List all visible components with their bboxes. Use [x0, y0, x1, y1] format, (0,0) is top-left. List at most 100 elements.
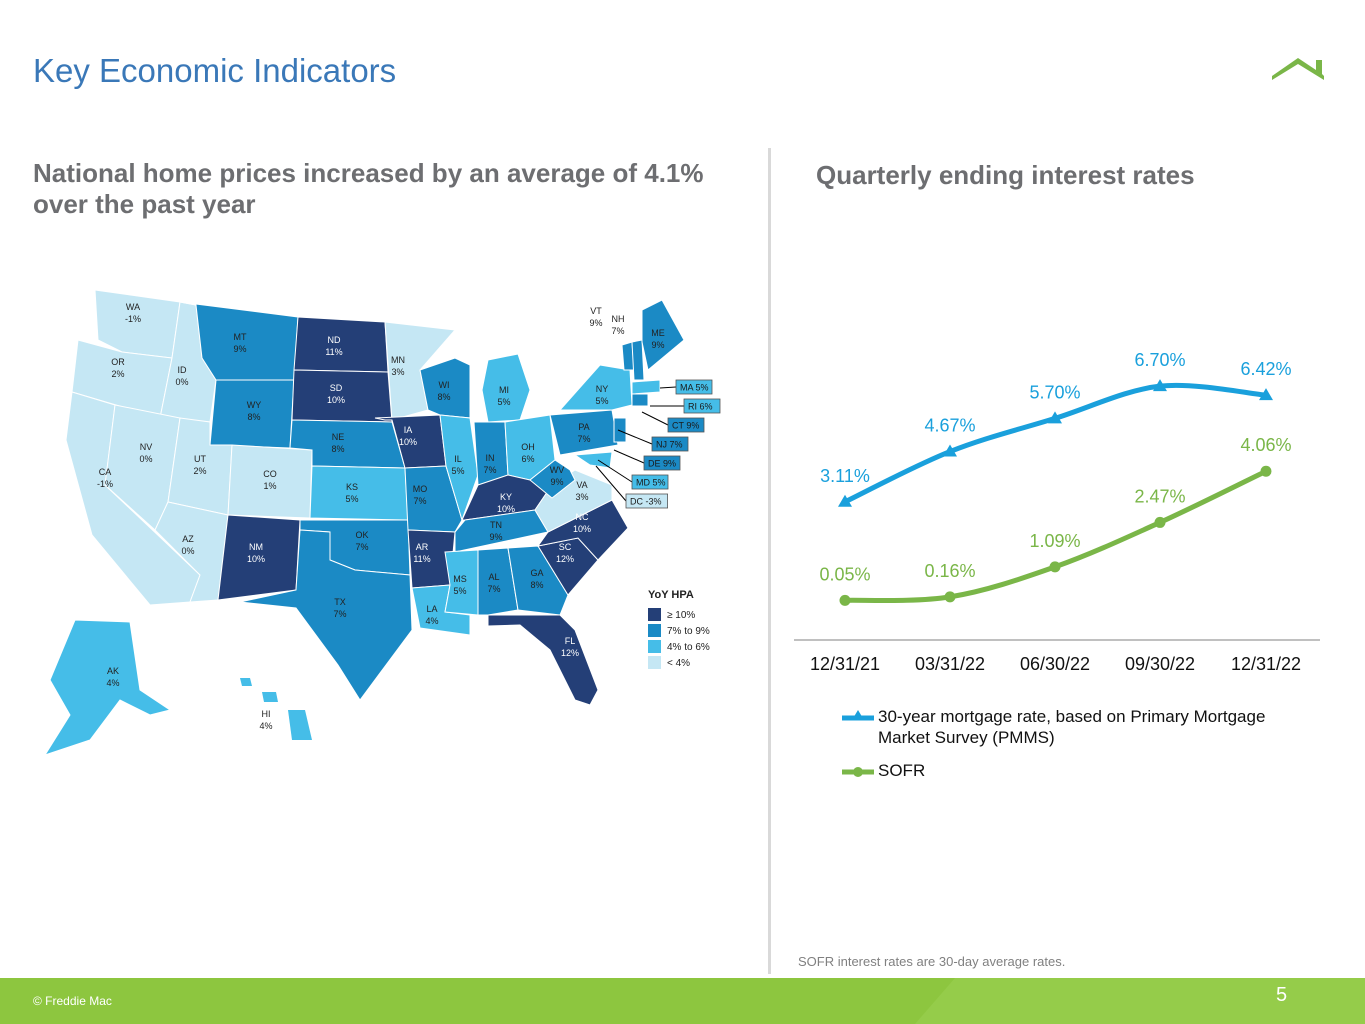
data-point [1154, 516, 1166, 528]
map-legend-title: YoY HPA [648, 589, 694, 601]
callout-box [683, 398, 721, 414]
state-label-sd: SD [330, 383, 343, 393]
legend-swatch [648, 640, 661, 653]
state-value-fl: 12% [561, 648, 579, 658]
data-point [944, 591, 956, 603]
state-value-ks: 5% [345, 494, 358, 504]
state-label-il: IL [454, 454, 462, 464]
state-value-ar: 11% [413, 554, 430, 564]
state-label-tn: TN [490, 520, 502, 530]
state-value-wa: -1% [125, 314, 141, 324]
state-value-mt: 9% [233, 344, 246, 354]
state-label-la: LA [426, 604, 437, 614]
triangle-marker-icon [842, 710, 874, 721]
callout-box [667, 417, 705, 433]
callout-label: NJ 7% [656, 440, 683, 450]
state-ny [558, 364, 633, 411]
state-value-il: 5% [451, 466, 464, 476]
x-tick-label: 12/31/22 [1231, 654, 1301, 674]
state-ak [43, 619, 172, 756]
data-point [1259, 388, 1273, 401]
state-value-sc: 12% [556, 554, 574, 564]
state-value-vt: 9% [589, 318, 602, 328]
state-ma [631, 379, 661, 395]
data-label: 4.67% [924, 416, 975, 436]
callout-label: DE 9% [648, 459, 676, 469]
data-point [1153, 379, 1167, 392]
callout-label: MD 5% [636, 478, 666, 488]
x-tick-label: 09/30/22 [1125, 654, 1195, 674]
legend-label-sofr: SOFR [878, 761, 926, 780]
state-value-ms: 5% [453, 586, 466, 596]
state-label-ar: AR [416, 542, 429, 552]
state-value-ga: 8% [530, 580, 543, 590]
state-label-ky: KY [500, 492, 512, 502]
callout-label: MA 5% [680, 383, 709, 393]
state-value-tx: 7% [333, 609, 346, 619]
data-label: 6.70% [1134, 350, 1185, 370]
data-point [1260, 465, 1272, 477]
state-hi-2 [262, 692, 278, 702]
state-value-al: 7% [487, 584, 500, 594]
callout-arrow [595, 465, 627, 502]
state-value-nh: 7% [611, 326, 624, 336]
legend-item-mortgage: 30-year mortgage rate, based on Primary … [842, 706, 1302, 748]
legend-swatch [648, 624, 661, 637]
data-label: 3.11% [820, 466, 870, 486]
state-label-co: CO [263, 469, 277, 479]
state-value-co: 1% [263, 481, 276, 491]
state-value-az: 0% [181, 546, 194, 556]
callout-arrow [617, 429, 653, 445]
data-point [838, 494, 852, 507]
state-label-ut: UT [194, 454, 206, 464]
callout-box [631, 474, 669, 490]
data-point [1048, 411, 1062, 424]
state-wv [529, 459, 576, 499]
state-value-nv: 0% [139, 454, 152, 464]
state-al [477, 547, 519, 616]
state-label-al: AL [488, 572, 499, 582]
state-value-nc: 10% [573, 524, 591, 534]
footnote: SOFR interest rates are 30-day average r… [798, 954, 1066, 969]
state-value-ut: 2% [193, 466, 206, 476]
footer-shade [915, 978, 1365, 1024]
state-nd [293, 316, 389, 373]
state-ms [444, 549, 479, 616]
state-label-sc: SC [559, 542, 572, 552]
state-value-or: 2% [111, 369, 124, 379]
state-mo [404, 465, 463, 533]
state-label-wi: WI [439, 380, 450, 390]
callout-box [643, 455, 681, 471]
interest-rate-chart: 12/31/21 03/31/22 06/30/22 09/30/22 12/31/22… [794, 350, 1320, 674]
callout-box [651, 436, 689, 452]
state-tx [239, 529, 413, 701]
state-label-ia: IA [404, 425, 413, 435]
state-label-oh: OH [521, 442, 535, 452]
state-nh [631, 339, 645, 381]
state-value-va: 3% [575, 492, 588, 502]
state-label-vt: VT [590, 306, 602, 316]
data-point [839, 594, 851, 606]
state-value-wi: 8% [437, 392, 450, 402]
legend-item-label: 4% to 6% [667, 642, 710, 653]
state-value-mo: 7% [413, 496, 426, 506]
state-label-mn: MN [391, 355, 405, 365]
state-label-nh: NH [612, 314, 625, 324]
data-label: 2.47% [1134, 486, 1185, 506]
chart-heading: Quarterly ending interest rates [816, 160, 1195, 190]
data-label: 0.05% [819, 564, 870, 584]
state-value-ia: 10% [399, 437, 417, 447]
state-label-mi: MI [499, 385, 509, 395]
data-point [943, 444, 957, 457]
state-value-ca: -1% [97, 479, 113, 489]
state-ga [507, 545, 569, 616]
state-label-ny: NY [596, 384, 609, 394]
state-label-fl: FL [565, 636, 576, 646]
state-label-ga: GA [530, 568, 543, 578]
state-hi [240, 678, 252, 686]
callout-label: RI 6% [688, 402, 713, 412]
state-value-in: 7% [483, 465, 496, 475]
legend-item-label: ≥ 10% [667, 610, 695, 621]
map-heading: National home prices increased by an ave… [33, 158, 704, 219]
state-label-or: OR [111, 357, 125, 367]
